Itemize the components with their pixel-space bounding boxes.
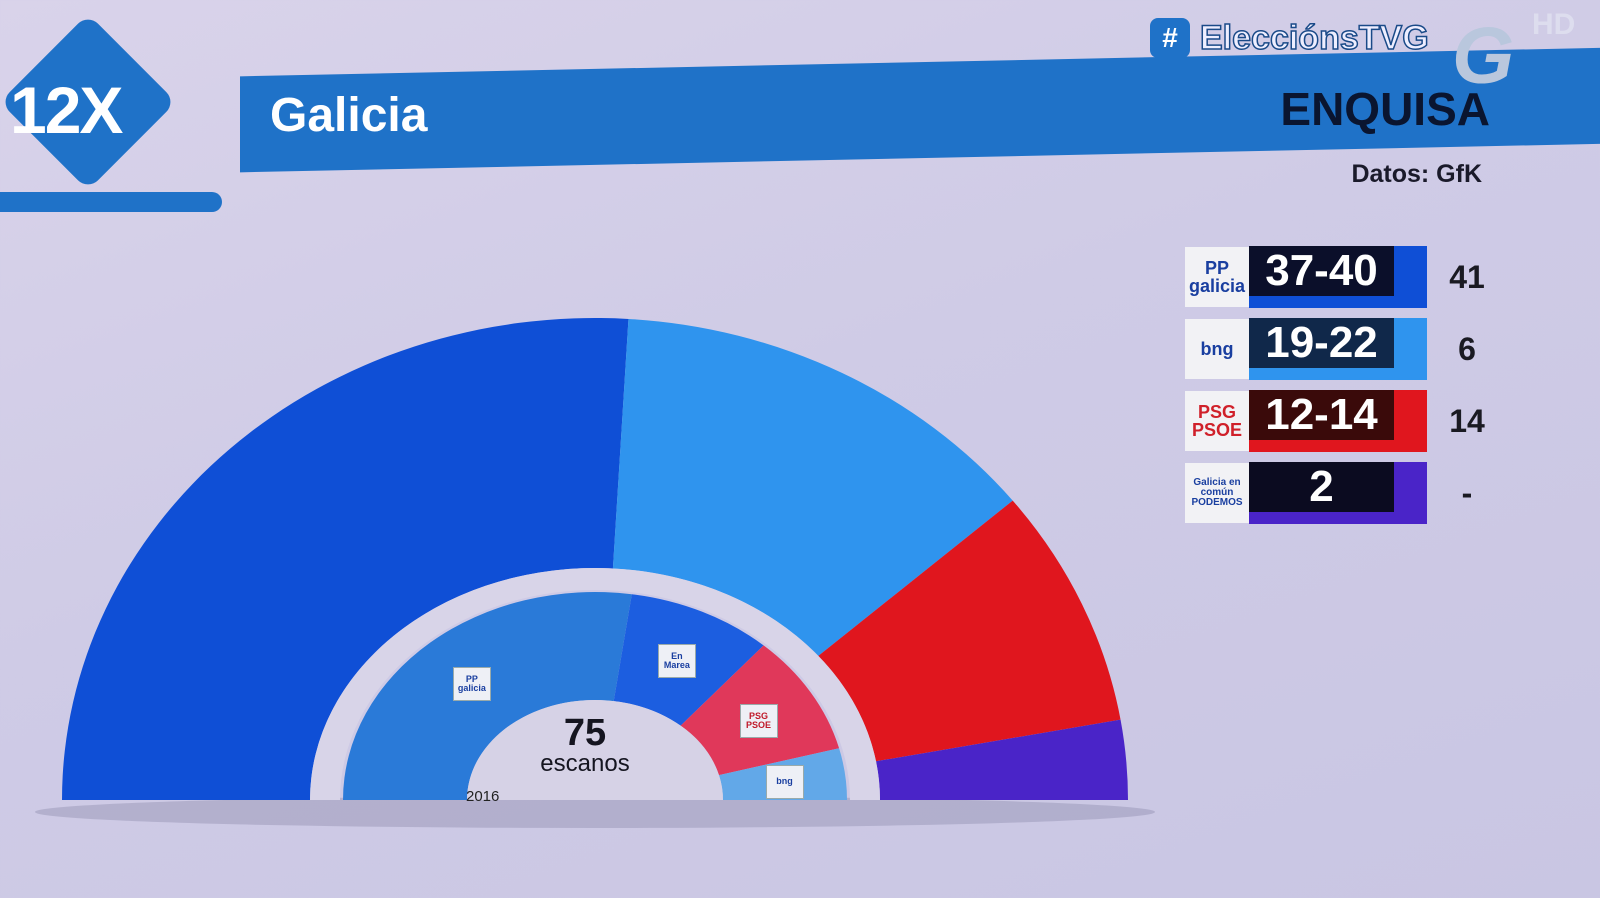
hashtag-text: ElecciónsTVG (1199, 18, 1429, 58)
inner-party-logo: bng (765, 764, 804, 799)
center-hole (467, 700, 723, 800)
inner-party-logo: PP galicia (452, 666, 491, 701)
total-seats: 75 (563, 712, 607, 754)
inner-party-logo: PSG PSOE (739, 703, 778, 738)
badge-underbar (0, 192, 222, 212)
range-bar: 37-40 (1249, 246, 1427, 308)
hashtag-icon: # (1150, 18, 1190, 58)
outer-slice-pp-galicia (62, 317, 629, 800)
total-seats-label: escanos (540, 750, 630, 777)
seat-range: 12-14 (1249, 390, 1394, 440)
legend: PP galicia 37-40 41 bng 19-22 6 PSG PSOE 12-14 1… (1185, 245, 1507, 533)
seat-range: 2 (1249, 462, 1394, 512)
seat-range: 19-22 (1249, 318, 1394, 368)
range-bar: 12-14 (1249, 390, 1427, 452)
range-bar: 2 (1249, 462, 1427, 524)
party-logo: PSG PSOE (1185, 391, 1249, 451)
hashtag: # ElecciónsTVG (1150, 18, 1429, 58)
party-logo: Galicia en común PODEMOS (1185, 463, 1249, 523)
inner-ring-year: 2016 (466, 788, 500, 805)
hd-badge: HD (1532, 8, 1576, 41)
previous-seats: - (1461, 474, 1473, 511)
legend-row: Galicia en común PODEMOS 2 - (1185, 461, 1507, 525)
chart-shadow (35, 796, 1155, 828)
data-source: Datos: GfK (1351, 160, 1482, 188)
outer-slice-psg-psoe (818, 500, 1121, 762)
channel-logo: G (1452, 11, 1515, 100)
legend-row: PSG PSOE 12-14 14 (1185, 389, 1507, 453)
outer-slice-bng (612, 318, 1013, 656)
legend-row: bng 19-22 6 (1185, 317, 1507, 381)
range-bar: 19-22 (1249, 318, 1427, 380)
poll-title: ENQUISA (1280, 83, 1490, 135)
inner-party-logo: En Marea (657, 643, 696, 678)
previous-seats: 6 (1458, 330, 1476, 367)
party-logo: bng (1185, 319, 1249, 379)
outer-slice-galicia-en-común-podemos (876, 719, 1128, 800)
seat-range: 37-40 (1249, 246, 1394, 296)
previous-seats: 14 (1449, 402, 1485, 439)
previous-seats: 41 (1449, 258, 1485, 295)
badge-12x: 12X (10, 73, 123, 147)
legend-row: PP galicia 37-40 41 (1185, 245, 1507, 309)
party-logo: PP galicia (1185, 247, 1249, 307)
region-title: Galicia (270, 89, 428, 142)
